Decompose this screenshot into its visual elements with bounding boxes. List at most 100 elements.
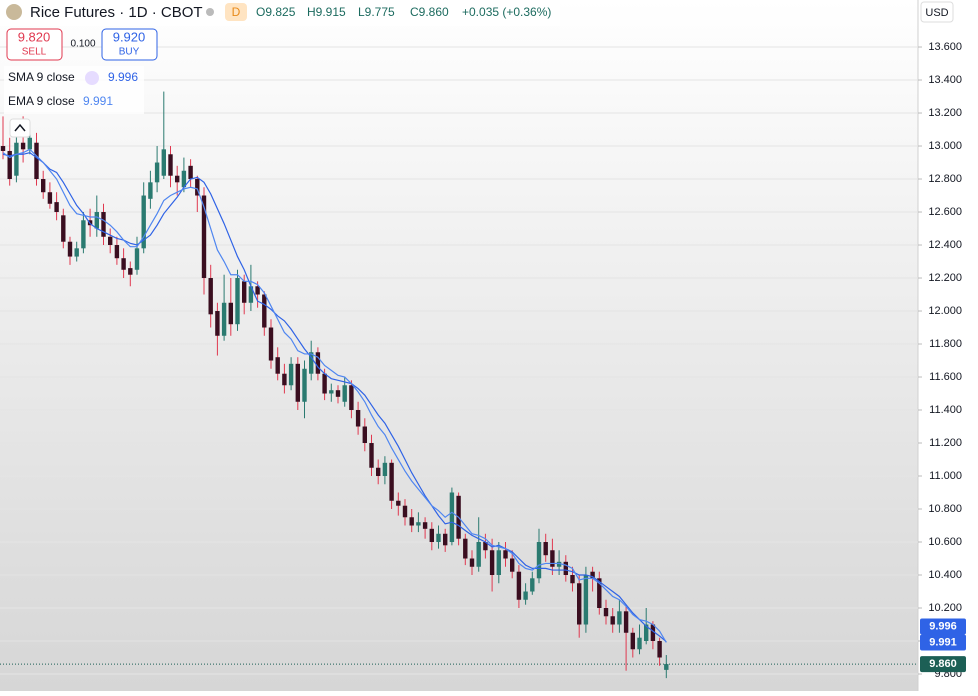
candle-body — [583, 575, 589, 625]
sma-price-label-box — [920, 618, 966, 635]
candle-body — [476, 542, 481, 567]
candle-body — [443, 533, 448, 546]
candle-body — [436, 533, 441, 543]
y-tick-label: 10.400 — [928, 569, 962, 581]
sma-price-label: 9.996 — [929, 620, 957, 632]
candle-body — [34, 142, 39, 180]
y-tick-label: 12.000 — [928, 305, 962, 317]
candle-body — [463, 538, 468, 559]
legend-sma-value: 9.996 — [108, 70, 138, 84]
candle-body — [536, 542, 542, 579]
header-value: L9.775 — [358, 5, 395, 19]
candle-body — [128, 268, 133, 275]
currency-box[interactable] — [920, 1, 954, 23]
ema-price-label-box — [920, 634, 966, 651]
candle-body — [248, 286, 254, 303]
candle-body — [94, 212, 99, 229]
candle-body — [268, 327, 274, 361]
candle-body — [161, 149, 166, 176]
candle-body — [255, 286, 260, 295]
ma-line — [2, 151, 667, 643]
candle-body — [322, 373, 327, 394]
candle-body — [108, 236, 113, 246]
candle-body — [570, 575, 575, 584]
symbol-title: Rice Futures · 1D · CBOT — [30, 4, 203, 21]
y-tick-label: 13.400 — [928, 74, 962, 86]
y-tick-label: 11.200 — [929, 437, 962, 449]
candle-body — [181, 170, 187, 188]
candle-body — [382, 462, 388, 477]
candle-body — [114, 245, 120, 259]
candle-body — [228, 302, 233, 325]
symbol-logo — [6, 4, 22, 20]
candle-body — [664, 664, 669, 670]
candle-body — [0, 146, 6, 151]
header-value: +0.035 (+0.36%) — [462, 5, 551, 19]
candle-body — [617, 611, 622, 625]
candle-body — [235, 278, 240, 325]
buy-label[interactable]: BUY — [119, 47, 140, 58]
candle-body — [389, 462, 394, 501]
candle-body — [422, 522, 428, 529]
candle-body — [262, 294, 267, 328]
header-value: C9.860 — [410, 5, 449, 19]
candle-body — [603, 608, 609, 617]
candle-body — [309, 352, 314, 374]
candle-body — [376, 467, 381, 477]
y-tick-label: 11.000 — [929, 470, 962, 482]
sell-label[interactable]: SELL — [22, 47, 47, 58]
currency[interactable]: USD — [925, 7, 948, 19]
buy-button[interactable] — [101, 28, 158, 61]
candle-body — [577, 583, 582, 625]
candle-body — [416, 522, 421, 526]
candle-body — [47, 192, 53, 204]
candle-body — [409, 517, 414, 526]
status-dot — [206, 8, 214, 16]
candle-body — [650, 624, 656, 642]
buy-price[interactable]: 9.920 — [113, 29, 146, 44]
price-axis-background — [918, 0, 978, 691]
candle-body — [483, 542, 488, 551]
candle-body — [644, 624, 649, 642]
candle-body — [342, 385, 347, 402]
y-tick-label: 12.200 — [928, 272, 962, 284]
y-tick-label: 12.800 — [928, 173, 962, 185]
ema-price-label: 9.991 — [929, 636, 957, 648]
candle-body — [14, 142, 19, 176]
candle-body — [215, 311, 220, 336]
plot-background — [0, 0, 918, 691]
candle-body — [302, 368, 307, 402]
candle-body — [630, 632, 635, 650]
interval-badge: D — [232, 5, 241, 19]
y-tick-label: 11.400 — [929, 404, 962, 416]
candle-body — [449, 492, 455, 543]
collapse-icon[interactable] — [14, 123, 26, 132]
header-value: H9.915 — [307, 5, 346, 19]
candle-body — [275, 357, 280, 374]
candle-body — [54, 202, 59, 213]
collapse-button[interactable] — [9, 118, 31, 138]
legend-sma: SMA 9 close — [8, 70, 75, 84]
price-labels: 9.80010.00010.20010.40010.60010.80011.00… — [918, 41, 966, 680]
candle-body — [7, 150, 12, 180]
candle-body — [101, 212, 106, 237]
y-tick-label: 13.200 — [928, 107, 962, 119]
candle-body — [221, 302, 227, 336]
candle-body — [201, 195, 207, 279]
candle-body — [369, 443, 374, 468]
candle-body — [20, 142, 26, 150]
candle-body — [41, 179, 46, 193]
candle-body — [510, 558, 515, 572]
sell-button[interactable] — [6, 28, 63, 61]
sell-price[interactable]: 9.820 — [18, 29, 51, 44]
candle-body — [295, 363, 300, 402]
candle-body — [563, 561, 568, 576]
candle-body — [496, 550, 501, 576]
candle-body — [208, 278, 213, 315]
candle-body — [623, 611, 629, 633]
header-values: O9.825 H9.915 L9.775 C9.860 +0.035 (+0.36%) — [256, 5, 551, 19]
legend-sma-icon[interactable] — [85, 71, 99, 85]
candle-body — [637, 637, 642, 650]
candle-body — [355, 410, 361, 427]
